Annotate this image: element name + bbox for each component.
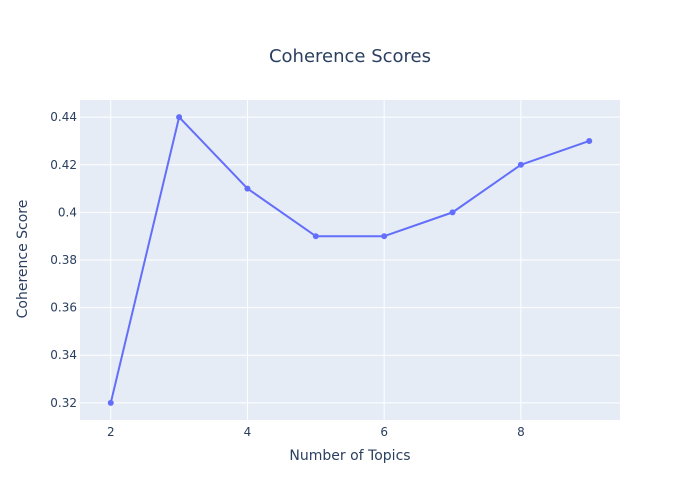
y-tick-label: 0.34 [50,348,77,362]
y-tick-label: 0.32 [50,396,77,410]
x-tick-labels: 2 4 6 8 [107,425,525,439]
y-tick-label: 0.38 [50,253,77,267]
y-tick-label: 0.36 [50,301,77,315]
data-point [107,399,114,406]
x-axis-title: Number of Topics [289,448,410,464]
x-tick-label: 4 [244,425,252,439]
data-point [176,114,183,121]
x-tick-label: 2 [107,425,115,439]
x-tick-label: 6 [380,425,388,439]
y-tick-label: 0.42 [50,158,77,172]
y-gridlines [80,116,620,404]
data-point [381,233,388,240]
series-layer [107,114,593,406]
data-point [312,233,319,240]
data-point [244,185,251,192]
y-tick-label: 0.44 [50,110,77,124]
y-axis-title: Coherence Score [15,200,31,319]
x-tick-label: 8 [517,425,525,439]
data-point [586,137,593,144]
series-line [109,116,590,404]
data-point [517,161,524,168]
chart-title: Coherence Scores [269,46,431,67]
y-tick-label: 0.4 [58,205,77,219]
data-point [449,209,456,216]
y-tick-labels: 0.32 0.34 0.36 0.38 0.4 0.42 0.44 [50,110,77,410]
